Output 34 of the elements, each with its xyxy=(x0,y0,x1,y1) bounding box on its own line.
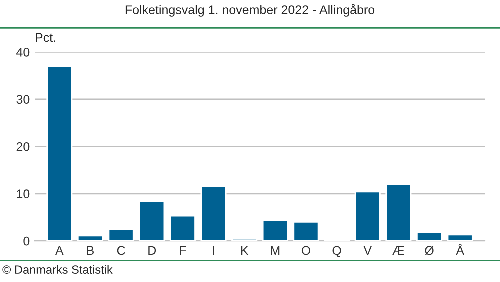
bar xyxy=(139,200,166,242)
y-tick-label: 0 xyxy=(24,236,30,246)
x-tick-label: D xyxy=(148,246,156,256)
bar xyxy=(170,215,196,242)
bar xyxy=(77,235,104,242)
bar xyxy=(386,184,412,242)
x-tick-label: M xyxy=(271,246,280,256)
x-tick-label: A xyxy=(56,246,64,256)
bar xyxy=(354,191,381,242)
x-tick-label: B xyxy=(87,246,94,256)
x-tick-label: C xyxy=(117,246,126,256)
y-tick-label: 30 xyxy=(16,95,30,104)
x-tick-label: V xyxy=(364,246,372,256)
x-tick-label: I xyxy=(213,246,214,256)
y-axis-title: Pct. xyxy=(36,33,56,42)
x-tick-label: Å xyxy=(456,244,464,256)
bar xyxy=(416,232,443,242)
x-tick-label: K xyxy=(241,246,249,256)
chart-title: Folketingsvalg 1. november 2022 - Allingåbro xyxy=(126,4,375,17)
x-tick-label: Q xyxy=(332,246,342,258)
bar xyxy=(200,186,227,242)
y-tick-label: 10 xyxy=(17,190,30,199)
x-tick-label: O xyxy=(302,246,310,256)
text: © Danmarks Statistik xyxy=(2,265,113,274)
bar xyxy=(46,66,73,242)
x-tick-label: Ø xyxy=(425,246,434,256)
y-tick-label: 20 xyxy=(16,142,30,152)
x-tick-label: F xyxy=(180,246,186,256)
bar xyxy=(262,220,288,242)
bar xyxy=(108,229,134,242)
bar xyxy=(447,234,474,242)
y-tick-label: 40 xyxy=(16,48,30,57)
x-tick-label: Æ xyxy=(392,246,404,256)
bar xyxy=(293,222,320,242)
